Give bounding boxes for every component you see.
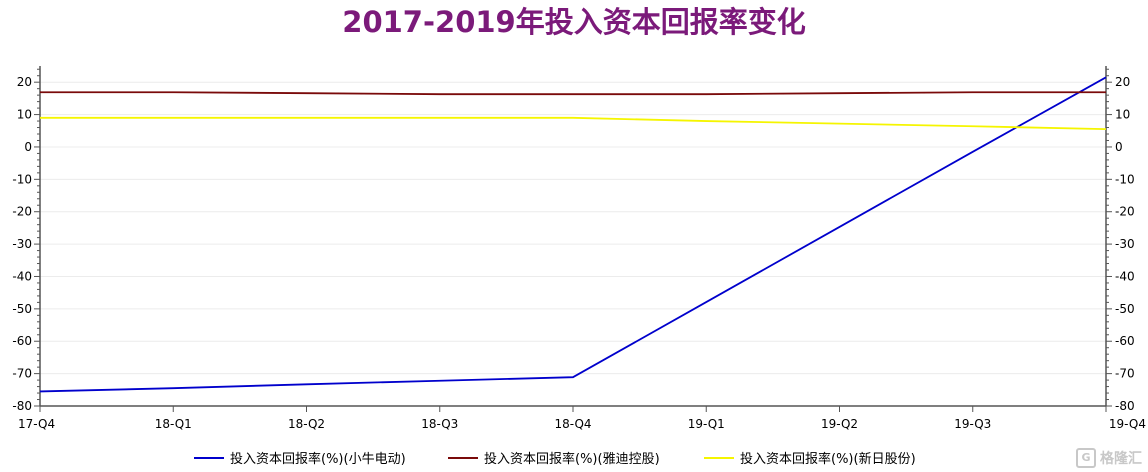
x-tick-label: 19-Q3 [954, 417, 991, 431]
y-tick-label-left: -70 [12, 367, 32, 381]
y-tick-label-right: -40 [1115, 269, 1135, 283]
x-tick-label: 18-Q3 [421, 417, 458, 431]
legend: 投入资本回报率(%)(小牛电动) 投入资本回报率(%)(雅迪控股) 投入资本回报率(… [194, 451, 916, 467]
y-tick-label-left: -30 [12, 237, 32, 251]
y-tick-label-right: 10 [1115, 108, 1130, 122]
y-tick-label-left: 0 [24, 140, 32, 154]
series-line-1 [39, 76, 1107, 393]
x-tick-label: 19-Q2 [821, 417, 858, 431]
series-lines [39, 76, 1107, 393]
axes: 20 20 10 10 0 0 -10 -10 -20 -20 -30 -30 -40 -40 -50 -50… [12, 66, 1146, 431]
y-tick-label-left: 20 [17, 75, 32, 89]
y-tick-label-right: -20 [1115, 205, 1135, 219]
y-tick-label-right: -80 [1115, 399, 1135, 413]
grid-lines [40, 81, 1106, 407]
y-tick-label-right: -50 [1115, 302, 1135, 316]
legend-label-3: 投入资本回报率(%)(新日股份) [740, 451, 916, 467]
y-tick-label-left: -60 [12, 334, 32, 348]
y-tick-label-left: -80 [12, 399, 32, 413]
watermark-text: 格隆汇 [1100, 451, 1142, 467]
watermark-logo: G 格隆汇 [1076, 448, 1142, 468]
x-tick-label: 18-Q1 [155, 417, 192, 431]
legend-label-1: 投入资本回报率(%)(小牛电动) [230, 451, 406, 467]
y-tick-label-right: -70 [1115, 367, 1135, 381]
series-line-2 [40, 91, 1106, 96]
x-tick-label: 19-Q4 [1109, 417, 1146, 431]
y-tick-label-right: 20 [1115, 75, 1130, 89]
y-tick-label-left: -10 [12, 172, 32, 186]
y-tick-label-left: 10 [17, 108, 32, 122]
x-tick-label: 19-Q1 [688, 417, 725, 431]
y-tick-label-left: -50 [12, 302, 32, 316]
watermark-icon: G [1076, 448, 1096, 468]
y-tick-label-right: 0 [1115, 140, 1123, 154]
series-line-3 [40, 116, 1107, 131]
y-tick-label-right: -30 [1115, 237, 1135, 251]
y-tick-label-left: -20 [12, 205, 32, 219]
y-tick-label-left: -40 [12, 269, 32, 283]
x-tick-label: 18-Q4 [554, 417, 591, 431]
y-tick-label-right: -10 [1115, 172, 1135, 186]
chart-title: 2017-2019年投入资本回报率变化 [342, 5, 806, 39]
y-tick-label-right: -60 [1115, 334, 1135, 348]
x-tick-label: 18-Q2 [288, 417, 325, 431]
legend-label-2: 投入资本回报率(%)(雅迪控股) [484, 451, 660, 467]
x-tick-label: 17-Q4 [18, 417, 55, 431]
